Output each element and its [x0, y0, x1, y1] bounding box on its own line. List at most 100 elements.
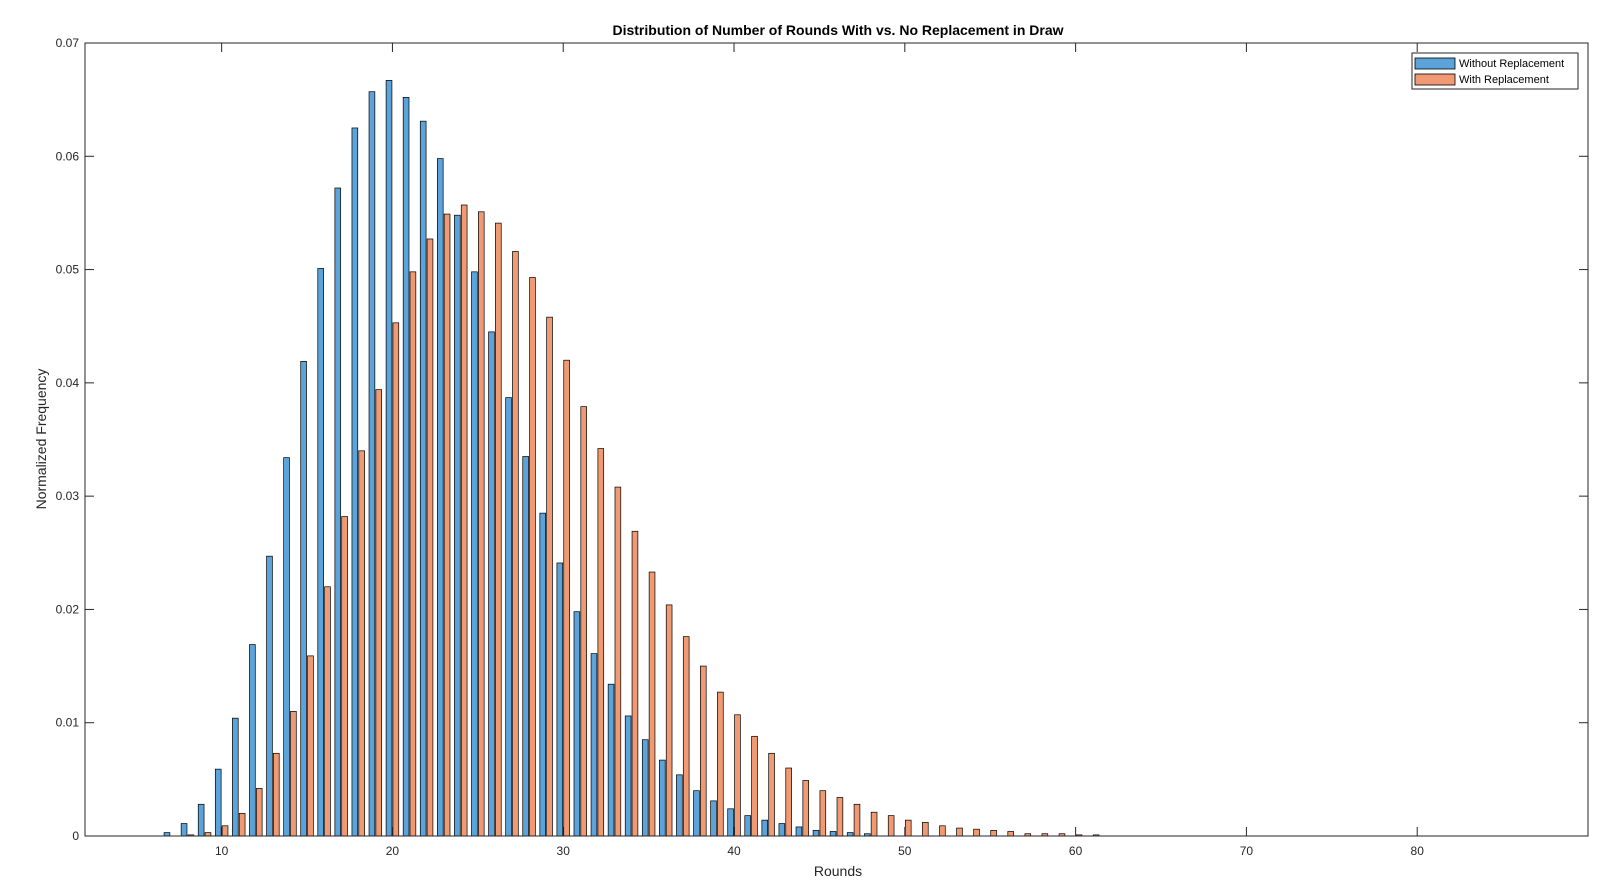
bar-with-replacement-31	[580, 406, 587, 837]
bar-with-replacement-26	[495, 222, 502, 837]
x-tick-label-40: 40	[727, 844, 741, 858]
bar-without-replacement-36	[659, 759, 666, 837]
y-tick-label-5: 0.05	[56, 263, 80, 277]
bar-without-replacement-37	[676, 774, 683, 837]
legend-swatch-without-replacement	[1414, 57, 1456, 70]
y-tick-label-3: 0.03	[56, 489, 80, 503]
bar-without-replacement-31	[573, 611, 581, 837]
bar-with-replacement-15	[307, 655, 314, 837]
bar-with-replacement-54	[973, 828, 980, 837]
bar-with-replacement-41	[751, 735, 758, 837]
bar-without-replacement-35	[641, 739, 649, 837]
y-axis-label: Normalized Frequency	[33, 369, 49, 510]
x-axis-ticks: 10 20 30 40 50 60 70 80	[215, 43, 1424, 858]
x-tick-label-10: 10	[215, 844, 229, 858]
chart-title: Distribution of Number of Rounds With vs…	[612, 22, 1063, 38]
y-tick-label-1: 0.01	[56, 716, 80, 730]
bar-with-replacement-48	[870, 811, 878, 837]
series-without-replacement	[163, 80, 871, 837]
bar-without-replacement-40	[727, 808, 734, 837]
bar-without-replacement-13	[266, 555, 273, 837]
bar-without-replacement-19	[368, 91, 376, 837]
bar-without-replacement-8	[180, 823, 188, 837]
x-axis-label: Rounds	[814, 863, 862, 879]
bar-with-replacement-22	[426, 238, 434, 837]
bar-without-replacement-30	[556, 562, 564, 837]
y-axis-ticks: 0 0.01 0.02 0.03 0.04 0.05 0.06 0.07	[56, 36, 1588, 843]
bar-without-replacement-18	[351, 127, 359, 837]
bar-with-replacement-28	[529, 277, 536, 837]
bar-without-replacement-32	[590, 653, 598, 837]
bar-with-replacement-30	[563, 359, 570, 837]
bar-with-replacement-38	[700, 665, 707, 837]
x-tick-label-80: 80	[1411, 844, 1425, 858]
bar-without-replacement-24	[454, 214, 461, 837]
bar-without-replacement-7	[163, 832, 171, 837]
bar-with-replacement-34	[631, 530, 639, 837]
bar-without-replacement-23	[437, 158, 444, 837]
bar-without-replacement-9	[197, 803, 205, 837]
bar-with-replacement-44	[802, 780, 810, 837]
bar-with-replacement-51	[922, 822, 929, 837]
bar-without-replacement-47	[846, 832, 854, 837]
bar-with-replacement-55	[990, 829, 997, 837]
legend-label-with-replacement: With Replacement	[1459, 74, 1549, 86]
bar-without-replacement-33	[607, 683, 615, 837]
bar-without-replacement-25	[471, 271, 478, 837]
bar-with-replacement-11	[238, 812, 246, 837]
bar-with-replacement-10	[221, 825, 229, 837]
bar-with-replacement-56	[1007, 831, 1014, 837]
bar-without-replacement-22	[419, 120, 427, 837]
bar-with-replacement-27	[512, 251, 519, 837]
bar-without-replacement-27	[505, 397, 512, 837]
bar-without-replacement-34	[624, 715, 632, 837]
bar-without-replacement-11	[232, 717, 239, 837]
bar-with-replacement-53	[956, 827, 963, 837]
bar-without-replacement-38	[693, 790, 700, 837]
x-tick-label-60: 60	[1069, 844, 1083, 858]
bar-with-replacement-20	[392, 322, 400, 837]
bar-without-replacement-10	[214, 768, 222, 837]
bar-with-replacement-35	[648, 571, 656, 837]
bar-with-replacement-29	[546, 316, 553, 837]
bar-without-replacement-42	[761, 819, 769, 837]
bar-without-replacement-28	[522, 456, 529, 837]
bar-without-replacement-14	[283, 457, 290, 837]
bar-without-replacement-16	[317, 268, 324, 837]
bar-with-replacement-49	[887, 815, 895, 837]
series-with-replacement	[187, 204, 1100, 837]
bar-without-replacement-20	[385, 80, 393, 837]
bar-without-replacement-43	[778, 823, 786, 837]
bar-without-replacement-21	[402, 97, 410, 837]
bar-with-replacement-14	[290, 711, 297, 837]
bar-without-replacement-26	[488, 331, 495, 837]
y-tick-label-6: 0.06	[56, 149, 80, 163]
bar-with-replacement-50	[904, 819, 912, 837]
bar-with-replacement-9	[204, 832, 212, 837]
bar-with-replacement-37	[682, 636, 690, 837]
legend-label-without-replacement: Without Replacement	[1459, 58, 1564, 70]
x-tick-label-20: 20	[386, 844, 400, 858]
bar-with-replacement-40	[734, 714, 741, 837]
x-tick-label-50: 50	[898, 844, 912, 858]
legend-swatch-with-replacement	[1414, 73, 1456, 86]
bar-with-replacement-21	[409, 271, 417, 837]
bar-without-replacement-46	[829, 831, 837, 837]
bar-with-replacement-24	[460, 204, 468, 837]
bar-with-replacement-19	[375, 389, 383, 837]
bar-with-replacement-46	[836, 797, 844, 837]
bar-with-replacement-45	[819, 790, 827, 837]
bar-with-replacement-43	[785, 767, 792, 837]
bar-with-replacement-33	[614, 486, 622, 837]
bar-with-replacement-25	[477, 211, 485, 837]
bar-with-replacement-39	[717, 691, 724, 837]
bar-with-replacement-16	[324, 586, 331, 837]
bar-with-replacement-47	[853, 803, 861, 837]
bar-without-replacement-29	[539, 512, 546, 837]
y-tick-label-2: 0.02	[56, 602, 80, 616]
bar-without-replacement-41	[744, 815, 751, 837]
bar-without-replacement-15	[300, 360, 307, 837]
x-tick-label-70: 70	[1240, 844, 1254, 858]
